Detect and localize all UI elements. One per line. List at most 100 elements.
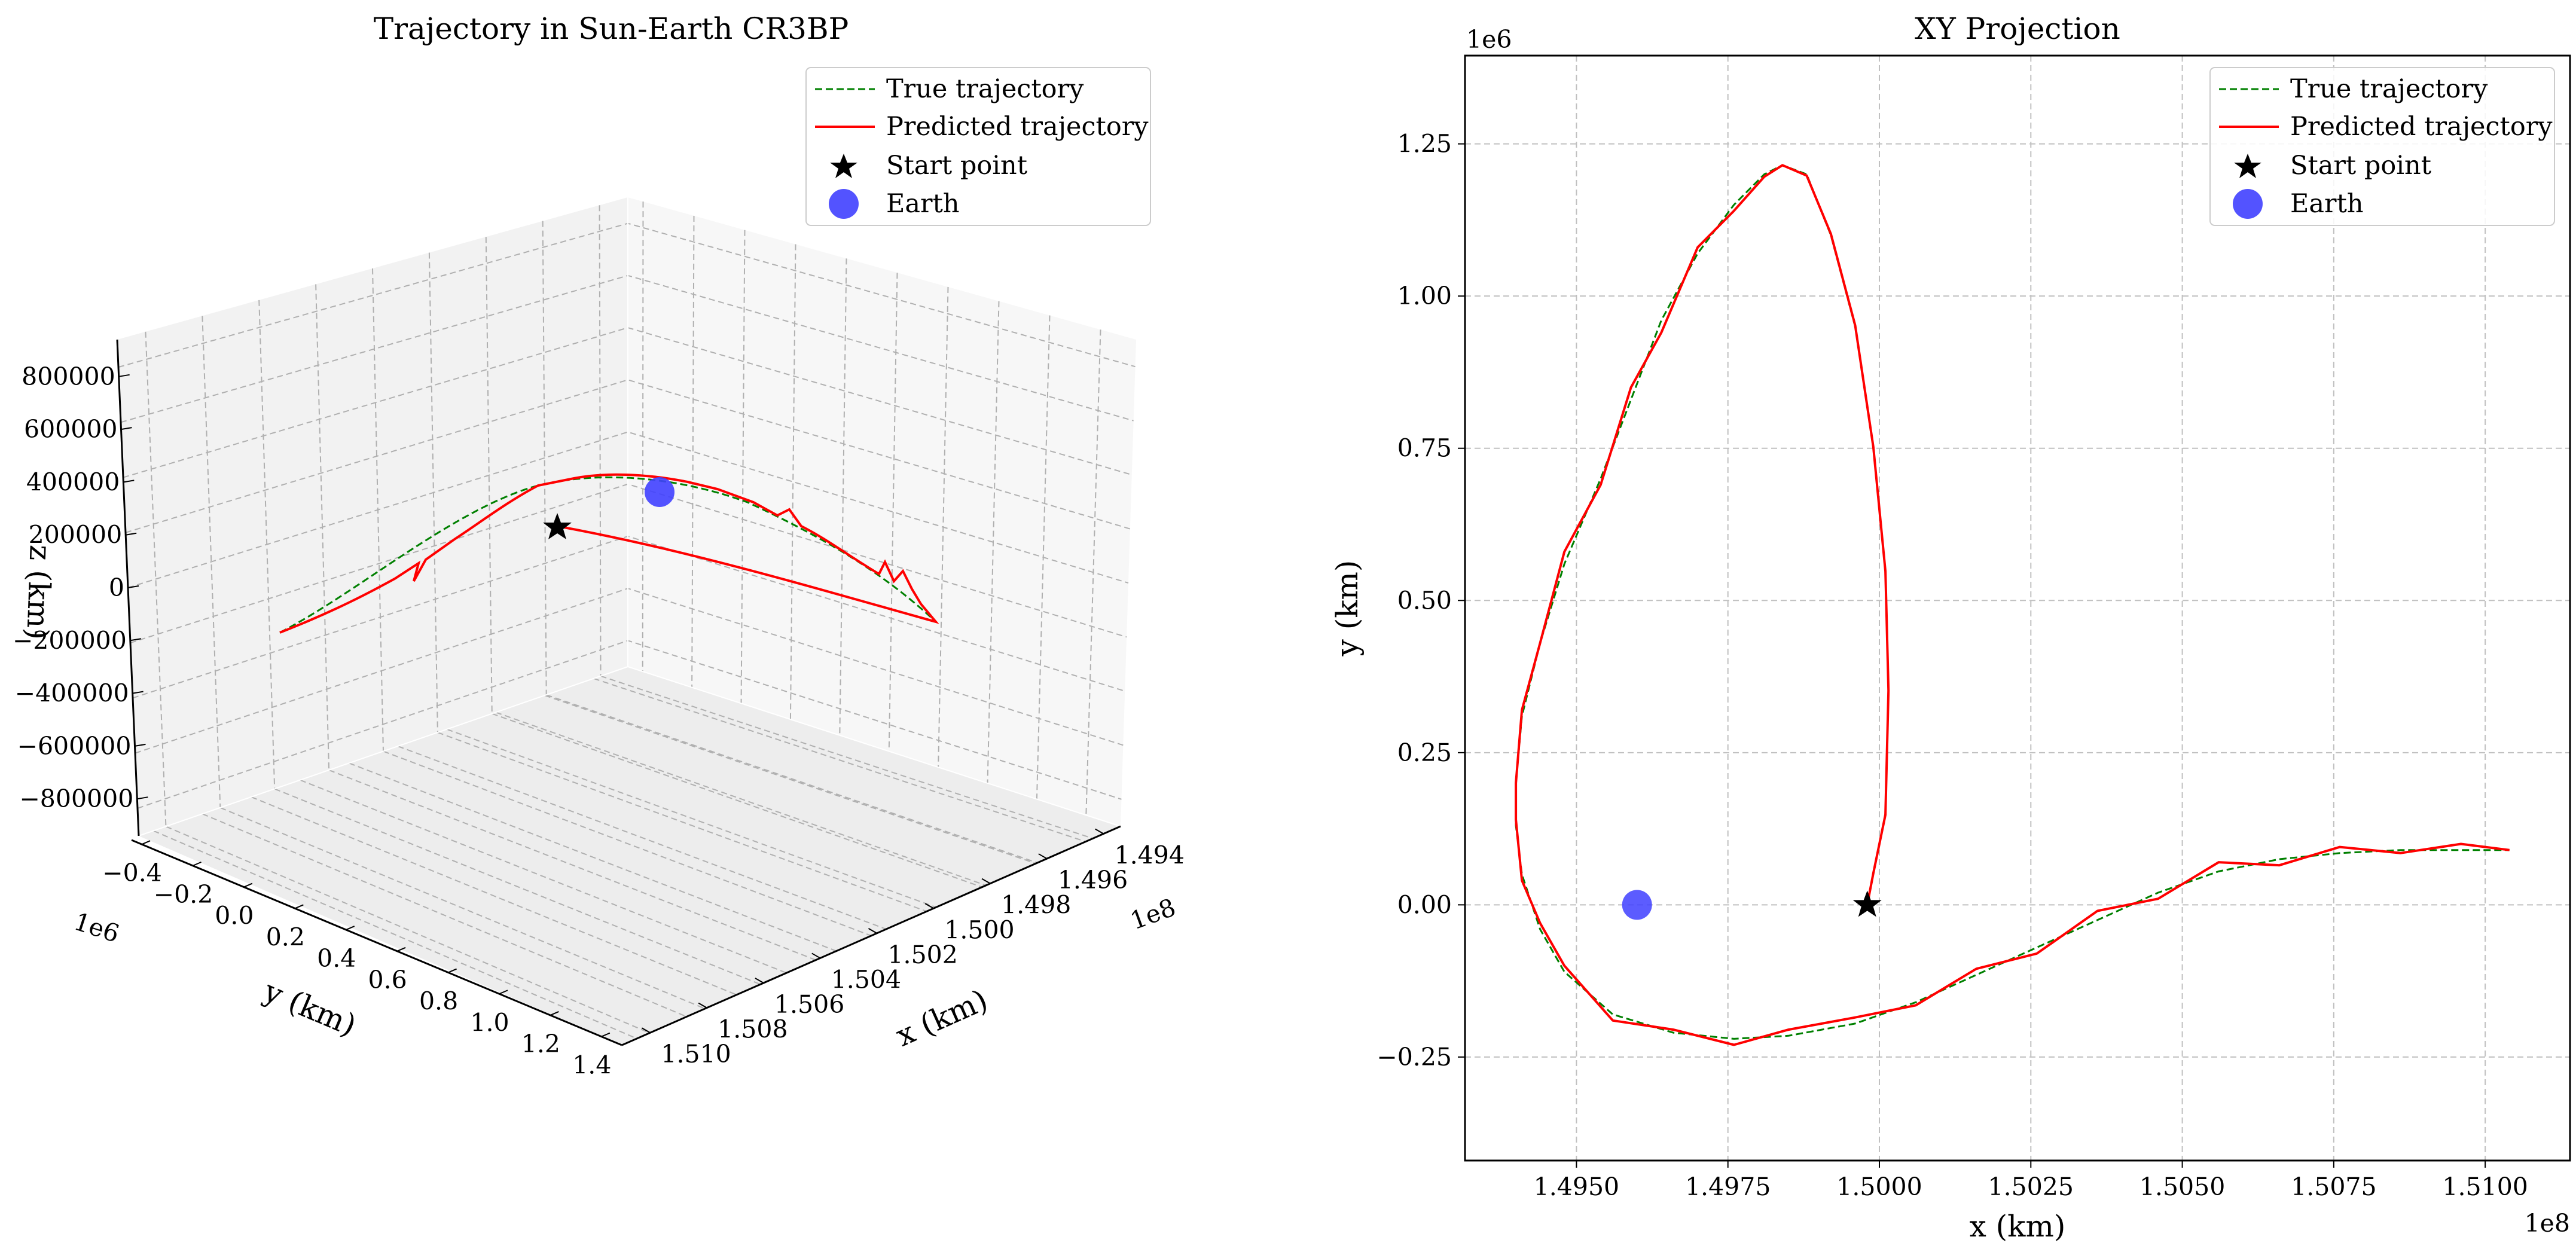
predicted-trajectory-xy bbox=[1515, 164, 2510, 1046]
grid-line-x-wall bbox=[145, 331, 167, 827]
grid-line-floor-y bbox=[544, 695, 1036, 865]
y-axis-label: y (km) bbox=[258, 973, 361, 1043]
z-tick-mark bbox=[130, 638, 141, 642]
grid-line-x-wall bbox=[315, 284, 330, 770]
y-tick-mark bbox=[193, 861, 202, 866]
grid-line-floor-y bbox=[446, 728, 936, 908]
grid-line-floor-y bbox=[202, 813, 687, 1018]
x-tick-label: 1.504 bbox=[831, 965, 901, 994]
y-tick-label: 0.2 bbox=[266, 923, 305, 951]
y-tick-label: 0.4 bbox=[317, 944, 356, 973]
y-tick-label: 1.0 bbox=[470, 1008, 509, 1037]
legend-xy-star-icon bbox=[2234, 154, 2261, 178]
y-tick-label: 1.4 bbox=[572, 1051, 611, 1080]
grid-line-y-wall bbox=[1036, 315, 1051, 799]
grid-line-floor-y bbox=[251, 796, 737, 996]
legend-xy: True trajectory Predicted trajectory Sta… bbox=[2209, 67, 2555, 226]
chart-xy-title: XY Projection bbox=[1915, 11, 2120, 46]
z-tick-mark bbox=[132, 691, 144, 694]
x-tick-mark bbox=[698, 1002, 707, 1009]
y-tick-label: 1.00 bbox=[1397, 282, 1452, 310]
x-tick-label: 1.5100 bbox=[2442, 1172, 2528, 1201]
grid-line-y-wall bbox=[740, 230, 746, 704]
grid-line-floor-x bbox=[274, 788, 761, 985]
x-axis-line bbox=[621, 825, 1121, 1046]
grid-line-y-wall bbox=[1085, 329, 1101, 816]
x-offset-label-xy: 1e8 bbox=[2525, 1209, 2570, 1238]
z-tick-label: 0 bbox=[109, 573, 124, 602]
grid-line-floor-x bbox=[492, 713, 982, 888]
y-tick-label: −0.25 bbox=[1376, 1043, 1452, 1071]
predicted-trajectory-3d bbox=[279, 473, 939, 634]
y-ticks-xy: 1.25 1.00 0.75 0.50 0.25 0.00 −0.25 bbox=[1376, 130, 1465, 1071]
earth-marker-3d bbox=[645, 477, 674, 507]
y-tick-mark bbox=[396, 946, 406, 952]
grid-line-floor-x bbox=[219, 807, 706, 1009]
x-tick-mark bbox=[755, 978, 764, 984]
y-tick-mark bbox=[346, 926, 355, 930]
x-tick-label: 1.496 bbox=[1058, 866, 1128, 894]
z-ticks: 800000 600000 400000 200000 0 −200000 −400000 −… bbox=[13, 362, 148, 813]
x-tick-label: 1.502 bbox=[887, 941, 957, 969]
z-tick-mark bbox=[126, 532, 137, 536]
x-tick-label: 1.5025 bbox=[1988, 1172, 2074, 1201]
y-offset-label-xy: 1e6 bbox=[1466, 25, 1512, 54]
panel-xy: XY Projection 1.4950 1.4975 1.5000 1.5025 1.… bbox=[1330, 11, 2571, 1244]
y-tick-mark bbox=[243, 883, 253, 888]
grid-line-x-wall bbox=[542, 221, 547, 695]
x-tick-label: 1.5000 bbox=[1836, 1172, 1922, 1201]
y-offset-label: 1e6 bbox=[71, 907, 123, 948]
y-tick-label: 0.6 bbox=[368, 966, 407, 994]
z-tick-mark bbox=[121, 427, 132, 430]
grid-line-floor-x bbox=[437, 732, 927, 912]
chart-3d-title: Trajectory in Sun-Earth CR3BP bbox=[374, 11, 849, 46]
grid-line-floor-x bbox=[166, 826, 650, 1034]
z-tick-label: 200000 bbox=[29, 521, 123, 549]
z-tick-label: −400000 bbox=[15, 679, 129, 708]
z-tick-label: 600000 bbox=[24, 415, 118, 444]
y-ticks: −0.4−0.20.0 0.2 0.4 0.6 0.8 1.0 1.2 1.4 bbox=[102, 840, 611, 1080]
y-tick-mark bbox=[550, 1011, 559, 1016]
x-ticks: 1.4941.4961.4981.5001.5021.5041.5061.508… bbox=[641, 828, 1185, 1068]
y-tick-label: −0.4 bbox=[102, 859, 162, 887]
x-tick-mark bbox=[981, 878, 991, 884]
grid-line-z bbox=[127, 431, 1129, 588]
y-tick-label: 0.75 bbox=[1397, 434, 1452, 463]
legend-xy-pred: Predicted trajectory bbox=[2290, 112, 2553, 142]
grid-line-floor-x bbox=[383, 750, 872, 936]
x-axis-label: x (km) bbox=[891, 982, 993, 1053]
legend-3d: True trajectory Predicted trajectory Sta… bbox=[805, 67, 1151, 226]
z-tick-mark bbox=[118, 374, 130, 377]
start-point-3d bbox=[543, 513, 572, 539]
grid-line-y-wall bbox=[691, 215, 695, 688]
x-ticks-xy: 1.4950 1.4975 1.5000 1.5025 1.5050 1.5075 1.51… bbox=[1534, 1161, 2528, 1201]
legend-3d-true: True trajectory bbox=[886, 74, 1084, 104]
legend-xy-earth-icon bbox=[2233, 189, 2263, 219]
start-point-xy bbox=[1852, 890, 1882, 917]
grid-line-floor-x bbox=[328, 770, 816, 961]
grid-line-y-wall bbox=[987, 301, 1000, 783]
y-axis-label-xy: y (km) bbox=[1330, 560, 1365, 657]
grid-line-floor-x bbox=[600, 675, 1093, 839]
legend-3d-pred: Predicted trajectory bbox=[886, 112, 1149, 142]
x-offset-label: 1e8 bbox=[1127, 893, 1179, 935]
y-tick-label: 0.00 bbox=[1397, 890, 1452, 919]
legend-xy-start: Start point bbox=[2290, 151, 2431, 181]
x-tick-mark bbox=[1095, 828, 1104, 835]
plot-frame-xy bbox=[1464, 54, 2571, 1162]
y-tick-label: 0.25 bbox=[1397, 738, 1452, 767]
grid-line-y-wall bbox=[789, 244, 796, 720]
legend-3d-star-icon bbox=[830, 154, 857, 178]
grid-line-x-wall bbox=[372, 268, 384, 752]
pane-back-right bbox=[628, 197, 1136, 826]
x-tick-label: 1.508 bbox=[718, 1015, 788, 1044]
z-tick-label: −200000 bbox=[13, 626, 127, 655]
pane-floor bbox=[139, 667, 1121, 1045]
y-tick-mark bbox=[448, 968, 457, 973]
y-tick-mark bbox=[294, 904, 304, 909]
x-tick-label: 1.494 bbox=[1115, 841, 1185, 869]
x-tick-label: 1.498 bbox=[1001, 891, 1071, 920]
grid-line-floor-y bbox=[495, 712, 987, 886]
y-tick-label: 1.25 bbox=[1397, 130, 1452, 158]
